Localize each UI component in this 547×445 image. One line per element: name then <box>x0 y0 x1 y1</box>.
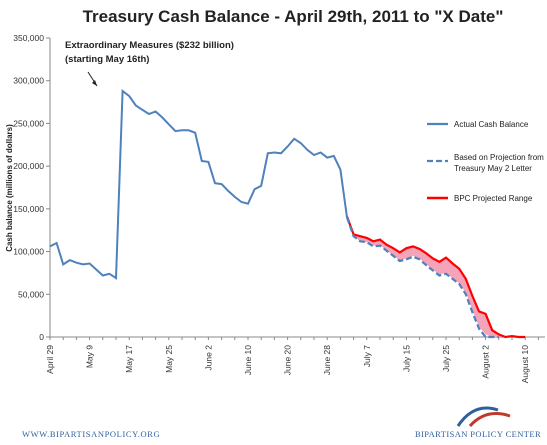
y-tick-label: 250,000 <box>13 118 44 128</box>
x-tick-label: June 28 <box>322 345 332 376</box>
legend: Actual Cash Balance Based on Projection … <box>427 120 544 203</box>
annotation-line1: Extraordinary Measures ($232 billion) <box>65 40 234 51</box>
logo-blue-arc <box>456 406 499 427</box>
x-tick-label: April 29 <box>45 345 55 374</box>
legend-label-projection-line1: Based on Projection from <box>454 153 544 162</box>
y-tick-label: 50,000 <box>18 289 44 299</box>
x-tick-label: June 20 <box>283 345 293 376</box>
chart-title: Treasury Cash Balance - April 29th, 2011… <box>83 7 504 26</box>
x-tick-label: July 15 <box>401 345 411 372</box>
x-tick-label: July 7 <box>362 345 372 367</box>
axes <box>49 38 545 338</box>
x-tick-label: August 2 <box>481 345 491 379</box>
series-projection <box>345 217 499 339</box>
bpc-logo <box>456 406 511 428</box>
x-tick-label: June 10 <box>243 345 253 376</box>
x-ticks: April 29 May 9 May 17 May 25 June 2 June 10 Ju… <box>45 337 539 384</box>
logo-red-arc <box>468 412 511 428</box>
y-tick-label: 350,000 <box>13 33 44 43</box>
x-tick-label: August 10 <box>520 345 530 384</box>
y-tick-label: 100,000 <box>13 247 44 257</box>
legend-label-projection-line2: Treasury May 2 Letter <box>454 164 532 173</box>
legend-label-actual: Actual Cash Balance <box>454 120 529 129</box>
y-tick-label: 200,000 <box>13 161 44 171</box>
annotation-line2: (starting May 16th) <box>65 54 149 65</box>
x-tick-label: June 2 <box>203 345 213 371</box>
x-tick-label: May 9 <box>85 345 95 368</box>
y-tick-label: 150,000 <box>13 204 44 214</box>
x-tick-label: July 25 <box>441 345 451 372</box>
y-tick-label: 300,000 <box>13 76 44 86</box>
series-actual <box>49 89 348 280</box>
x-tick-label: May 25 <box>164 345 174 373</box>
series-range-fill <box>347 216 526 337</box>
footer-org-name: BIPARTISAN POLICY CENTER <box>415 429 542 439</box>
y-axis-label: Cash balance (millions of dollars) <box>5 124 14 252</box>
annotation-arrow-head <box>92 80 97 86</box>
series-range-upper <box>345 216 526 339</box>
legend-label-range: BPC Projected Range <box>454 194 533 203</box>
x-tick-label: May 17 <box>124 345 134 373</box>
y-ticks: 0 50,000 100,000 150,000 200,000 250,000 300,0… <box>13 33 50 342</box>
footer-url[interactable]: WWW.BIPARTISANPOLICY.ORG <box>22 429 161 439</box>
series-group <box>49 89 526 339</box>
y-tick-label: 0 <box>39 332 44 342</box>
